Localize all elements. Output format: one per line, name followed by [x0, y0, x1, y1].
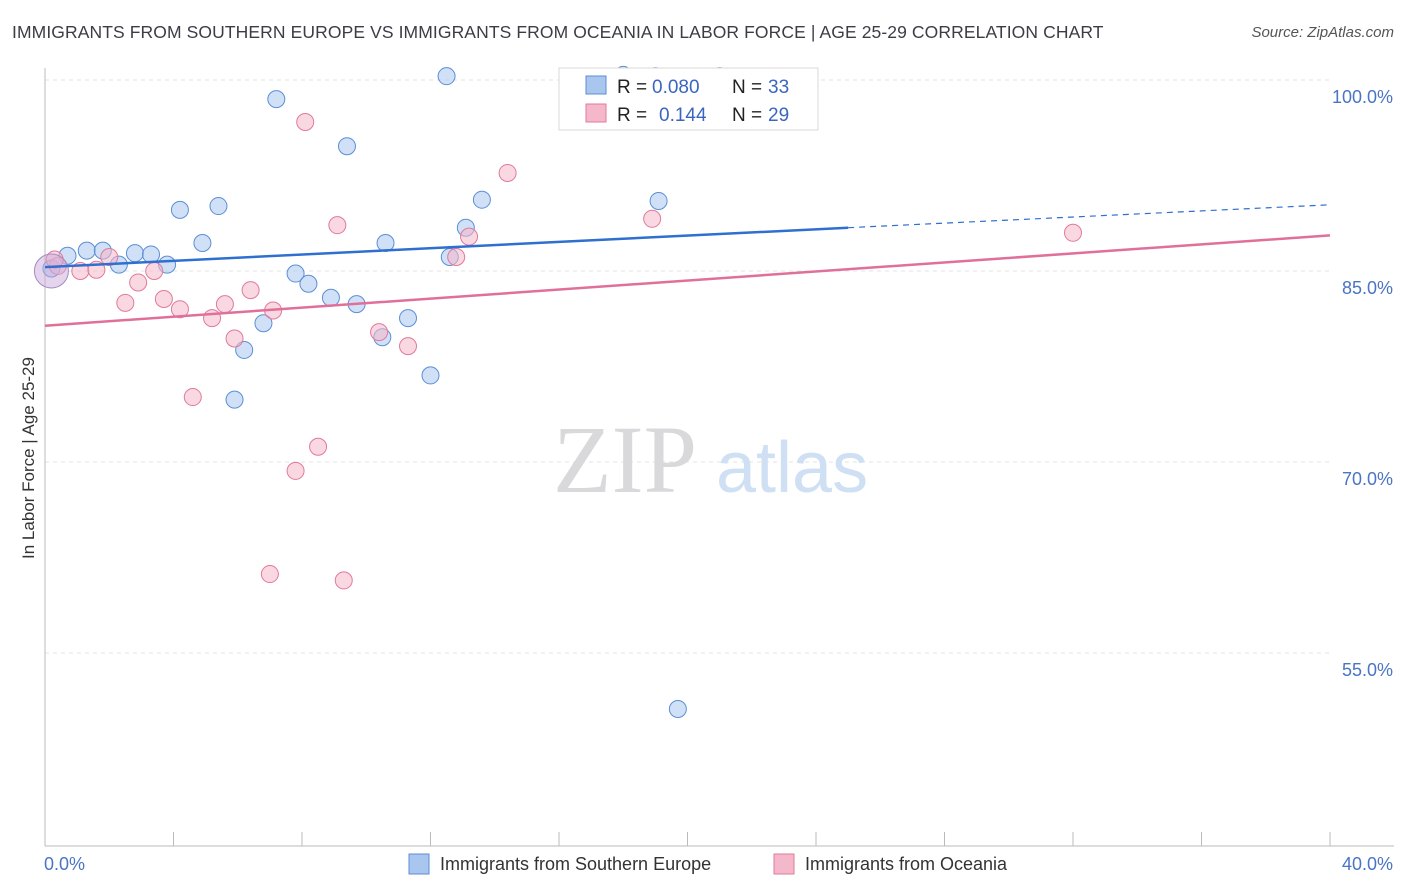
grid-lines — [45, 79, 1330, 654]
legend-n-label-2: N = — [732, 105, 762, 126]
legend-r-label-2: R = — [617, 105, 647, 126]
point-s0-5 — [125, 244, 144, 263]
legend-swatch-southern-europe — [585, 75, 607, 95]
y-tick-label-2: 70.0% — [1342, 469, 1393, 489]
trend-line-s1 — [44, 234, 1331, 328]
point-s1-6 — [145, 262, 164, 280]
point-s1-16 — [286, 461, 305, 480]
y-axis-label: In Labor Force | Age 25-29 — [19, 357, 38, 559]
y-tick-label-1: 85.0% — [1342, 278, 1393, 298]
point-s1-5 — [129, 273, 148, 292]
point-s0-8 — [170, 200, 189, 219]
point-s0-17 — [321, 288, 340, 307]
point-s1-8 — [170, 300, 189, 319]
series-legend-swatch-oceania — [773, 853, 795, 875]
x-tick-label-1: 40.0% — [1342, 854, 1393, 874]
legend-n-value-1: 33 — [768, 77, 789, 98]
point-s0-32 — [668, 700, 687, 719]
y-tick-labels: 100.0% 85.0% 70.0% 55.0% — [1332, 87, 1393, 680]
y-tick-label-3: 55.0% — [1342, 660, 1393, 680]
point-s1-24 — [460, 227, 479, 246]
point-s1-7 — [154, 290, 173, 309]
legend-r-value-2: 0.144 — [659, 105, 707, 126]
series-legend-swatch-southern-europe — [408, 853, 430, 875]
point-cluster-origin — [33, 253, 69, 289]
legend-r-value-1: 0.080 — [652, 77, 700, 98]
y-tick-label-0: 100.0% — [1332, 87, 1393, 107]
point-s1-3 — [100, 247, 119, 266]
point-s0-12 — [225, 390, 244, 409]
x-ticks — [173, 832, 1331, 846]
watermark-zip: ZIP — [553, 406, 697, 513]
x-tick-label-0: 0.0% — [44, 854, 85, 874]
point-s0-14 — [267, 90, 286, 109]
point-s1-4 — [116, 293, 135, 312]
point-s1-12 — [225, 329, 244, 348]
data-points — [33, 65, 1082, 719]
series-legend: Immigrants from Southern Europe Immigran… — [408, 853, 1008, 875]
point-s1-26 — [643, 209, 662, 228]
legend-swatch-oceania — [585, 103, 607, 123]
point-s0-24 — [437, 67, 456, 86]
point-s1-27 — [1064, 223, 1082, 242]
point-s1-25 — [498, 163, 517, 182]
axes — [44, 68, 1394, 847]
watermark-atlas: atlas — [716, 428, 868, 508]
point-s0-9 — [193, 233, 212, 252]
legend-n-label-1: N = — [732, 77, 762, 98]
point-s1-15 — [260, 565, 279, 584]
point-s0-6 — [142, 245, 161, 264]
point-s1-22 — [399, 337, 418, 356]
legend-r-label-1: R = — [617, 77, 647, 98]
point-s1-20 — [334, 571, 353, 590]
point-s0-13 — [254, 314, 273, 333]
point-s0-22 — [399, 309, 418, 328]
point-s1-23 — [447, 247, 466, 266]
point-s0-23 — [421, 366, 440, 385]
trend-line-s0 — [44, 226, 849, 269]
trend-extension-s0 — [848, 204, 1331, 229]
point-s1-13 — [241, 281, 260, 300]
series-legend-label-oceania: Immigrants from Oceania — [805, 854, 1008, 874]
legend-n-value-2: 29 — [768, 105, 789, 126]
point-s1-9 — [183, 388, 202, 407]
point-s0-16 — [299, 274, 318, 293]
chart-title: IMMIGRANTS FROM SOUTHERN EUROPE VS IMMIG… — [12, 22, 1104, 42]
point-s1-11 — [215, 295, 234, 314]
point-s0-15 — [286, 264, 305, 283]
point-s1-18 — [309, 437, 328, 456]
point-s0-10 — [209, 197, 228, 216]
watermark: ZIP atlas — [553, 406, 868, 513]
point-s0-27 — [472, 190, 491, 209]
point-s0-11 — [235, 340, 254, 359]
point-s0-2 — [77, 241, 96, 260]
trend-lines — [44, 204, 1331, 328]
point-s1-21 — [370, 323, 389, 342]
series-legend-label-southern-europe: Immigrants from Southern Europe — [440, 854, 711, 874]
point-s1-17 — [296, 113, 315, 132]
point-s1-19 — [328, 216, 347, 235]
point-s0-18 — [337, 137, 356, 156]
point-s0-30 — [649, 191, 668, 210]
source-credit: Source: ZipAtlas.com — [1251, 24, 1394, 41]
correlation-legend: R = 0.080 N = 33 R = 0.144 N = 29 — [558, 67, 819, 131]
x-tick-labels: 0.0% 40.0% — [44, 854, 1393, 874]
point-s1-10 — [203, 309, 222, 328]
